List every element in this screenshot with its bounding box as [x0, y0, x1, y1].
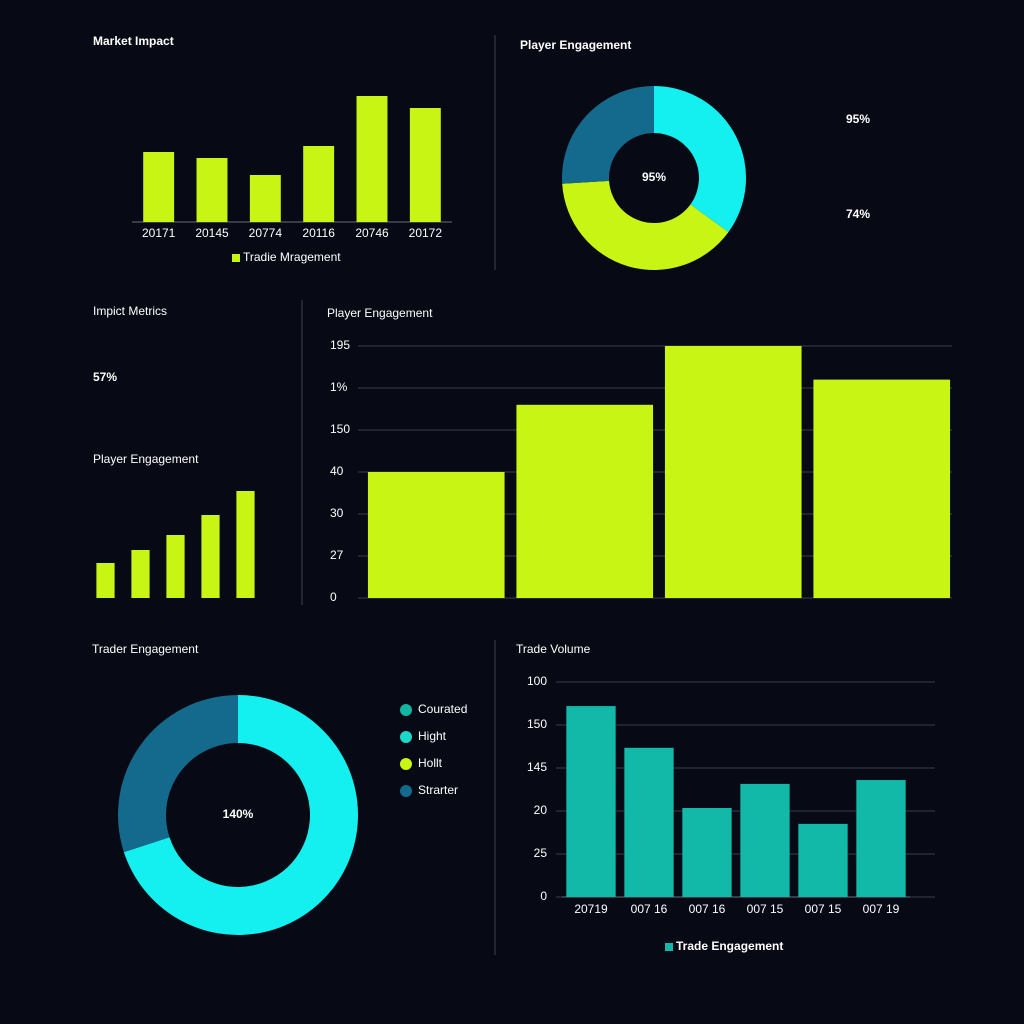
bar: [249, 175, 281, 222]
stat-value: 74%: [846, 207, 870, 221]
bar: [166, 535, 185, 598]
bar: [682, 807, 732, 897]
bar: [143, 152, 175, 222]
y-tick-label: 195: [330, 338, 350, 352]
y-tick-label: 100: [527, 674, 547, 688]
bar: [740, 783, 790, 897]
legend-label: Courated: [418, 702, 467, 716]
donut-segment: [562, 86, 654, 184]
bar: [201, 515, 220, 598]
bar: [236, 491, 255, 598]
y-tick-label: 27: [330, 548, 344, 562]
x-tick-label: 20116: [302, 226, 335, 240]
x-tick-label: 20171: [142, 226, 176, 240]
bar: [303, 146, 335, 222]
stat-value: 95%: [846, 112, 870, 126]
donut-segment: [117, 695, 238, 853]
center-label: 140%: [223, 807, 254, 821]
y-tick-label: 20: [534, 803, 548, 817]
y-tick-label: 1%: [330, 380, 348, 394]
x-tick-label: 007 16: [689, 902, 726, 916]
bar: [356, 96, 388, 222]
x-tick-label: 20746: [355, 226, 389, 240]
y-tick-label: 0: [330, 590, 337, 604]
x-tick-label: 20774: [249, 226, 283, 240]
legend-swatch: [400, 758, 412, 770]
y-tick-label: 0: [540, 889, 547, 903]
legend-label: Trade Engagement: [676, 939, 783, 953]
legend-label: Strarter: [418, 783, 458, 797]
legend-label: Tradie Mragement: [243, 250, 341, 264]
bar: [856, 780, 906, 897]
chart-title: Player Engagement: [93, 452, 199, 466]
chart-title: Player Engagement: [327, 306, 433, 320]
chart-title: Player Engagement: [520, 38, 631, 52]
panel-heading: Impict Metrics: [93, 304, 167, 318]
y-tick-label: 150: [527, 717, 547, 731]
bar: [196, 158, 228, 222]
bar: [798, 823, 848, 897]
x-tick-label: 007 15: [805, 902, 842, 916]
donut-segment: [123, 695, 358, 936]
donut-segment: [562, 180, 729, 271]
y-tick-label: 150: [330, 422, 350, 436]
bar: [813, 379, 951, 598]
chart-title: Trader Engagement: [92, 642, 199, 656]
legend-swatch: [665, 943, 673, 951]
bar: [367, 472, 505, 598]
x-tick-label: 20719: [574, 902, 608, 916]
bar: [96, 563, 115, 598]
x-tick-label: 20172: [409, 226, 443, 240]
center-label: 95%: [642, 170, 666, 184]
x-tick-label: 007 16: [631, 902, 668, 916]
bar: [516, 404, 654, 598]
legend-swatch: [400, 785, 412, 797]
stat-value: 57%: [93, 370, 117, 384]
bar: [131, 550, 150, 598]
bar: [409, 108, 441, 222]
bar: [664, 346, 802, 598]
legend-label: Hight: [418, 729, 447, 743]
y-tick-label: 30: [330, 506, 344, 520]
bar: [624, 747, 674, 897]
legend-swatch: [400, 731, 412, 743]
legend-swatch: [400, 704, 412, 716]
y-tick-label: 145: [527, 760, 547, 774]
legend-swatch: [232, 254, 240, 262]
x-tick-label: 007 15: [747, 902, 784, 916]
legend-label: Hollt: [418, 756, 443, 770]
y-tick-label: 40: [330, 464, 344, 478]
chart-title: Trade Volume: [516, 642, 591, 656]
x-tick-label: 20145: [195, 226, 229, 240]
donut-segment: [654, 86, 746, 233]
chart-title: Market Impact: [93, 34, 174, 48]
bar: [566, 706, 616, 897]
y-tick-label: 25: [534, 846, 548, 860]
x-tick-label: 007 19: [863, 902, 900, 916]
